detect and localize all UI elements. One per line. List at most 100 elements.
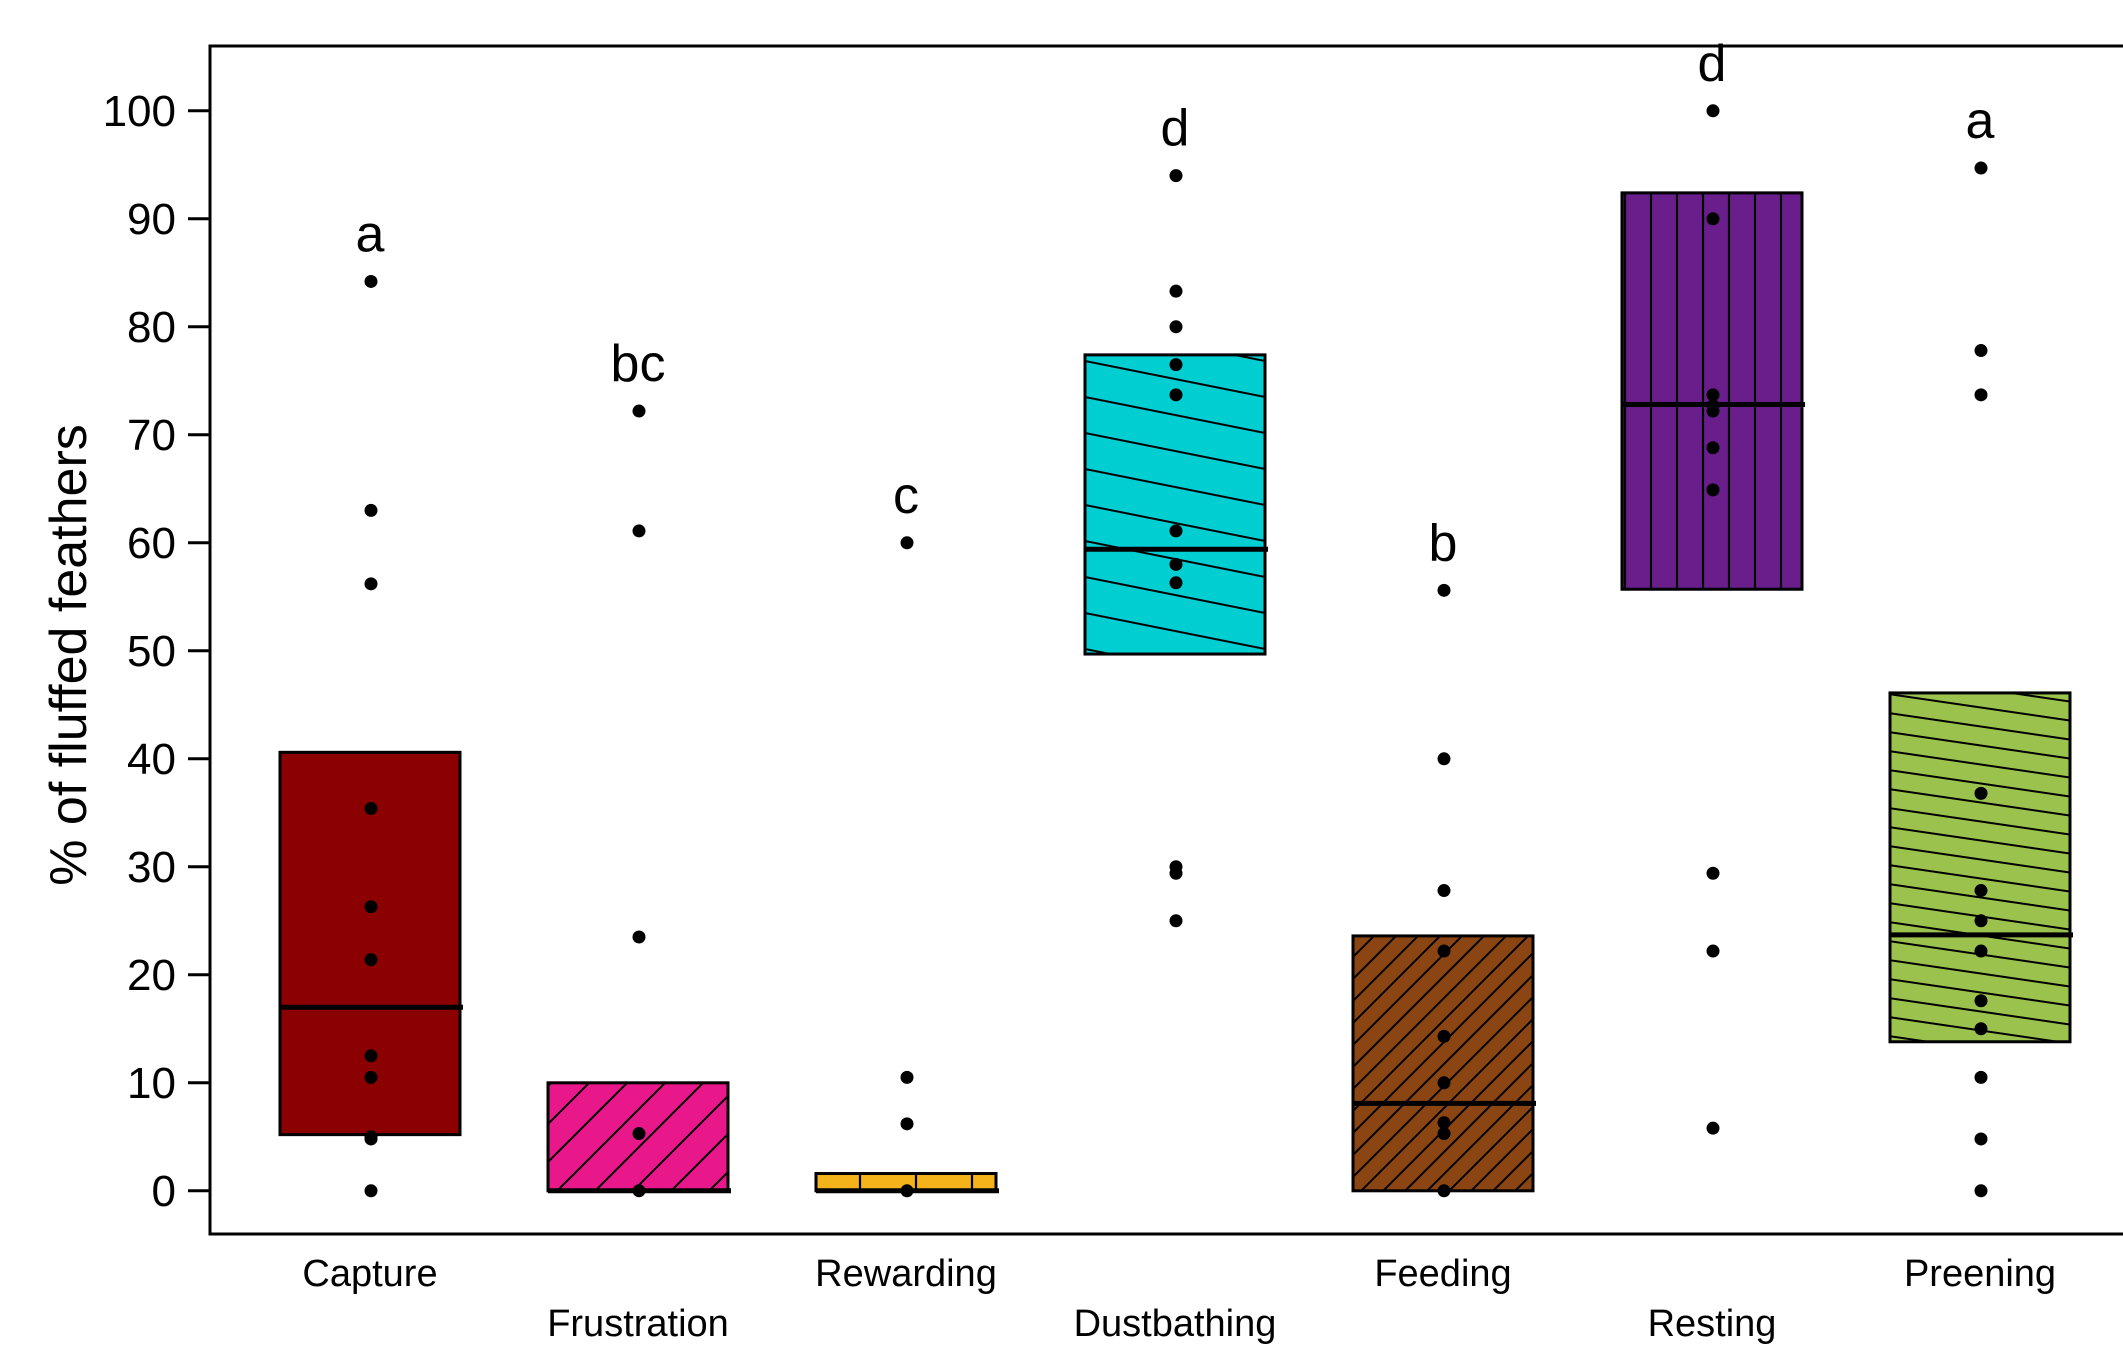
box-hatch-rewarding [816,1173,996,1191]
point-capture-2 [364,577,378,591]
data-points [364,104,1988,1198]
point-resting-1 [1706,212,1720,226]
point-dustbathing-10 [1169,914,1183,928]
point-capture-10 [364,1184,378,1198]
point-dustbathing-9 [1169,866,1183,880]
point-capture-5 [364,953,378,967]
point-capture-1 [364,503,378,517]
letter-rewarding: c [893,467,919,525]
significance-letters: a bc c d b d a [356,35,1995,573]
point-feeding-8 [1437,1184,1451,1198]
x-axis-labels: Capture Frustration Rewarding Dustbathing Fe… [302,1253,2056,1345]
point-dustbathing-3 [1169,358,1183,372]
x-label-frustration: Frustration [547,1303,729,1345]
point-resting-8 [1706,944,1720,958]
y-tick-label-100: 100 [103,87,176,136]
point-preening-1 [1974,344,1988,358]
y-tick-label-60: 60 [127,519,176,568]
point-capture-3 [364,801,378,815]
point-preening-6 [1974,944,1988,958]
point-feeding-0 [1437,583,1451,597]
y-axis-label: % of fluffed feathers [40,424,98,886]
x-label-preening: Preening [1904,1253,2056,1295]
box-outline-resting [1620,191,1804,591]
letter-frustration: bc [611,335,666,393]
y-tick-label-0: 0 [152,1167,176,1216]
point-preening-9 [1974,1070,1988,1084]
point-capture-7 [364,1070,378,1084]
y-axis: 0 10 20 30 40 50 60 70 80 90 100 [103,87,210,1216]
point-feeding-1 [1437,752,1451,766]
point-feeding-6 [1437,1116,1451,1130]
point-capture-9 [364,1132,378,1146]
box-fill-capture [280,752,460,1135]
point-feeding-4 [1437,1029,1451,1043]
box-hatch-feeding [1353,935,1533,1191]
letter-feeding: b [1429,514,1458,572]
point-feeding-3 [1437,944,1451,958]
point-dustbathing-1 [1169,284,1183,298]
point-preening-7 [1974,994,1988,1008]
letter-dustbathing: d [1161,100,1190,158]
point-dustbathing-7 [1169,576,1183,590]
point-dustbathing-6 [1169,557,1183,571]
point-preening-5 [1974,914,1988,928]
point-dustbathing-2 [1169,320,1183,334]
point-feeding-7 [1437,1127,1451,1141]
point-dustbathing-5 [1169,524,1183,538]
point-preening-2 [1974,388,1988,402]
point-capture-6 [364,1049,378,1063]
point-capture-0 [364,274,378,288]
point-capture-4 [364,900,378,914]
box-outline-preening [1888,691,2072,1044]
point-dustbathing-0 [1169,169,1183,183]
box-hatch-preening [1890,692,2070,1042]
plot-frame [208,44,2123,1236]
point-preening-8 [1974,1022,1988,1036]
y-tick-label-50: 50 [127,627,176,676]
y-tick-label-30: 30 [127,843,176,892]
x-label-capture: Capture [302,1253,437,1295]
point-rewarding-3 [900,1184,914,1198]
x-label-dustbathing: Dustbathing [1074,1303,1277,1345]
point-resting-6 [1706,483,1720,497]
box-hatch-dustbathing [1085,354,1265,655]
box-dustbathing [1083,353,1268,656]
point-frustration-0 [632,404,646,418]
point-frustration-3 [632,1127,646,1141]
y-tick-label-40: 40 [127,735,176,784]
point-rewarding-2 [900,1117,914,1131]
point-resting-2 [1706,388,1720,402]
point-resting-0 [1706,104,1720,118]
y-tick-label-20: 20 [127,951,176,1000]
point-resting-5 [1706,441,1720,455]
point-preening-11 [1974,1184,1988,1198]
y-tick-label-80: 80 [127,303,176,352]
point-rewarding-0 [900,536,914,550]
x-label-resting: Resting [1648,1303,1777,1345]
box-preening [1888,691,2073,1044]
y-tick-label-90: 90 [127,195,176,244]
box-feeding [1351,934,1536,1193]
point-feeding-2 [1437,884,1451,898]
x-label-rewarding: Rewarding [815,1253,997,1295]
point-preening-3 [1974,786,1988,800]
y-tick-label-70: 70 [127,411,176,460]
point-frustration-4 [632,1184,646,1198]
point-preening-10 [1974,1132,1988,1146]
letter-resting: d [1698,35,1727,93]
point-dustbathing-4 [1169,388,1183,402]
point-preening-4 [1974,884,1988,898]
point-feeding-5 [1437,1076,1451,1090]
x-label-feeding: Feeding [1374,1253,1511,1295]
boxes [278,191,2073,1194]
box-capture [278,750,463,1137]
point-frustration-1 [632,524,646,538]
point-resting-9 [1706,1121,1720,1135]
y-tick-label-10: 10 [127,1059,176,1108]
point-resting-7 [1706,866,1720,880]
point-resting-4 [1706,404,1720,418]
point-frustration-2 [632,930,646,944]
point-rewarding-1 [900,1070,914,1084]
